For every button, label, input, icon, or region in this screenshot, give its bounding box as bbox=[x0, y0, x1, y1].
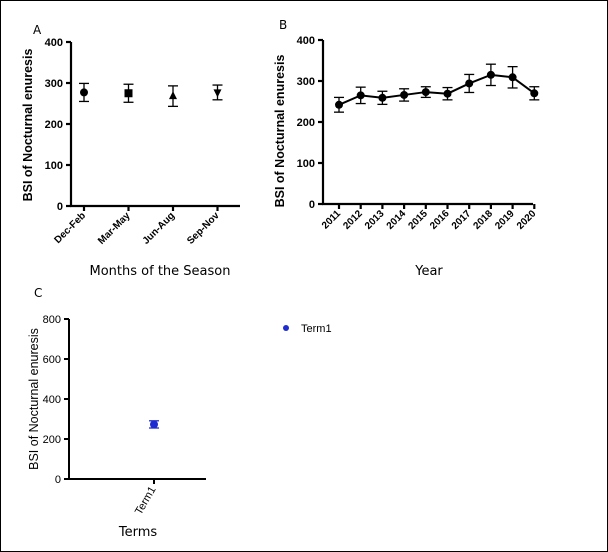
panel-a-y-tick-label: 200 bbox=[45, 119, 63, 131]
panel-a-y-tick-label: 100 bbox=[45, 160, 63, 172]
panel-b-point bbox=[356, 91, 365, 100]
panel-c: C BSI of Nocturnal enuresis Terms Term1 … bbox=[27, 286, 332, 540]
panel-b-x-tick-label: 2018 bbox=[472, 208, 496, 232]
panel-b-point bbox=[378, 93, 387, 102]
panel-a-point bbox=[213, 89, 222, 98]
panel-a-x-tick-label: Mar-May bbox=[96, 210, 133, 247]
panel-a-x-tick-label: Dec-Feb bbox=[52, 210, 88, 246]
panel-b-x-tick-label: 2017 bbox=[450, 208, 474, 232]
panel-c-ylabel: BSI of Nocturnal enuresis bbox=[27, 328, 41, 470]
panel-a-ylabel: BSI of Nocturnal enuresis bbox=[21, 49, 35, 202]
panel-c-y-tick-label: 800 bbox=[43, 314, 61, 326]
panel-b-point bbox=[421, 88, 430, 97]
panel-b-point bbox=[335, 100, 343, 109]
panel-c-y-tick-label: 600 bbox=[43, 354, 61, 366]
panel-b-ylabel: BSI of Nocturnal enuresis bbox=[273, 55, 287, 208]
panel-a-point bbox=[169, 91, 177, 100]
panel-b-y-tick-label: 200 bbox=[297, 117, 315, 129]
panel-b-xlabel: Year bbox=[414, 264, 443, 279]
panel-b-x-tick-label: 2019 bbox=[493, 208, 517, 232]
panel-b-y-tick-label: 100 bbox=[297, 158, 315, 170]
panel-c-legend: Term1 bbox=[283, 323, 332, 335]
panel-b-letter: B bbox=[279, 18, 287, 32]
panel-a-y-tick-label: 400 bbox=[45, 37, 63, 49]
panel-b-x-tick-label: 2013 bbox=[363, 208, 387, 232]
panel-b-x-tick-label: 2012 bbox=[341, 208, 365, 232]
panel-b-point bbox=[443, 89, 452, 98]
panel-c-letter: C bbox=[34, 286, 42, 300]
panel-b-x-tick-label: 2011 bbox=[320, 208, 343, 231]
panel-b: B BSI of Nocturnal enuresis Year 0 100 200… bbox=[273, 18, 540, 279]
panel-a: A BSI of Nocturnal enuresis Months of th… bbox=[21, 23, 240, 279]
panel-c-y-tick-label: 400 bbox=[43, 394, 61, 406]
panel-c-y-tick-label: 200 bbox=[43, 434, 61, 446]
panel-b-y-tick-label: 400 bbox=[297, 35, 315, 47]
panel-b-point bbox=[530, 89, 539, 98]
panel-a-point bbox=[124, 89, 133, 98]
panel-b-point bbox=[486, 70, 495, 79]
panel-c-xlabel: Terms bbox=[118, 525, 158, 540]
panel-b-series-line bbox=[338, 73, 535, 106]
panel-a-x-tick-label: Jun-Aug bbox=[141, 210, 177, 246]
panel-a-y-tick-label: 300 bbox=[45, 78, 63, 90]
panel-b-x-tick-label: 2016 bbox=[428, 208, 452, 232]
panel-b-x-tick-label: 2014 bbox=[385, 208, 409, 232]
legend-label-term1: Term1 bbox=[301, 323, 332, 335]
panel-a-xlabel: Months of the Season bbox=[90, 264, 231, 279]
panel-b-point bbox=[465, 79, 474, 88]
legend-marker-term1 bbox=[283, 325, 289, 331]
panel-a-x-tick-label: Sep-Nov bbox=[185, 210, 222, 247]
panel-b-point bbox=[400, 90, 409, 99]
panel-a-y-tick-label: 0 bbox=[57, 201, 63, 213]
panel-a-point bbox=[80, 88, 88, 97]
panel-c-x-tick-label: Term1 bbox=[133, 485, 159, 517]
panel-b-y-tick-label: 300 bbox=[297, 76, 315, 88]
panel-b-y-tick-label: 0 bbox=[309, 199, 315, 211]
panel-b-x-tick-label: 2020 bbox=[515, 208, 539, 232]
panel-c-y-tick-label: 0 bbox=[55, 474, 61, 486]
panel-c-point bbox=[150, 420, 158, 429]
panel-b-x-tick-label: 2015 bbox=[406, 208, 430, 232]
panel-a-letter: A bbox=[33, 23, 42, 37]
panel-b-point bbox=[508, 73, 517, 82]
